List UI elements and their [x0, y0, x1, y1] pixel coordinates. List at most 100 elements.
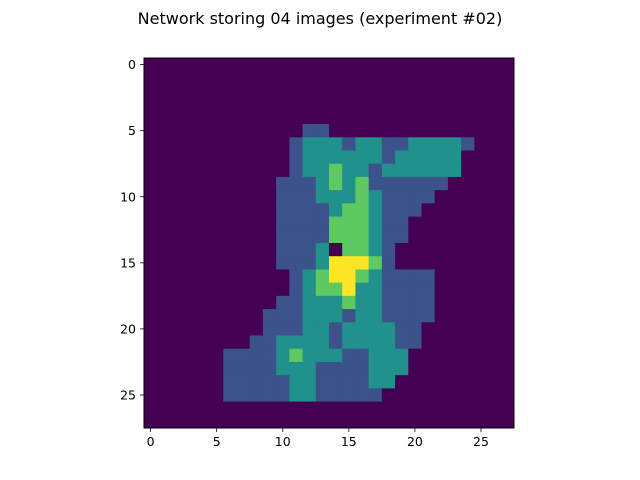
heatmap-cell [315, 176, 330, 191]
heatmap-cell [262, 375, 277, 389]
heatmap-cell [262, 282, 277, 297]
heatmap-cell [249, 295, 264, 310]
heatmap-cell [447, 137, 462, 151]
heatmap-cell [223, 110, 237, 125]
heatmap-cell [170, 295, 185, 310]
heatmap-cell [249, 71, 264, 85]
heatmap-cell [170, 335, 185, 350]
heatmap-cell [329, 256, 343, 270]
heatmap-cell [368, 401, 383, 416]
heatmap-cell [170, 137, 185, 151]
heatmap-cell [474, 124, 488, 138]
heatmap-cell [487, 375, 502, 389]
heatmap-cell [183, 348, 198, 363]
heatmap-cell [302, 229, 317, 244]
heatmap-cell [249, 309, 264, 323]
heatmap-cell [474, 229, 488, 244]
heatmap-cell [329, 137, 343, 151]
heatmap-cell [249, 269, 264, 284]
heatmap-cell [144, 71, 158, 85]
heatmap-cell [289, 58, 303, 72]
heatmap-cell [262, 190, 277, 204]
heatmap-cell [262, 401, 277, 416]
heatmap-cell [355, 71, 370, 85]
y-tick-label: 5 [128, 123, 136, 138]
heatmap-cell [236, 335, 251, 350]
heatmap-cell [210, 163, 224, 178]
heatmap-cell [276, 309, 290, 323]
heatmap-cell [170, 163, 185, 178]
heatmap-cell [170, 71, 185, 85]
heatmap-cell [381, 176, 396, 191]
heatmap-cell [395, 256, 409, 270]
heatmap-cell [500, 163, 515, 178]
heatmap-cell [315, 348, 330, 363]
heatmap-cell [474, 216, 488, 231]
heatmap-cell [474, 71, 488, 85]
heatmap-cell [329, 150, 343, 165]
heatmap-cell [276, 110, 290, 125]
heatmap-cell [329, 58, 343, 72]
heatmap-cell [315, 375, 330, 389]
heatmap-cell [434, 163, 449, 178]
heatmap-cell [315, 124, 330, 138]
heatmap-cell [487, 71, 502, 85]
heatmap-cell [447, 335, 462, 350]
heatmap-cell [276, 190, 290, 204]
heatmap-cell [368, 71, 383, 85]
heatmap-cell [421, 163, 436, 178]
heatmap-cell [196, 110, 211, 125]
heatmap-cell [157, 335, 171, 350]
heatmap-cell [342, 84, 356, 99]
heatmap-cell [329, 84, 343, 99]
heatmap-cell [421, 124, 436, 138]
heatmap-cell [381, 414, 396, 429]
heatmap-cell [262, 71, 277, 85]
heatmap-cell [223, 309, 237, 323]
heatmap-cell [315, 203, 330, 217]
heatmap-cell [381, 256, 396, 270]
heatmap-cell [381, 388, 396, 402]
heatmap-cell [157, 190, 171, 204]
heatmap-cell [381, 137, 396, 151]
heatmap-cell [368, 97, 383, 112]
heatmap-cell [434, 401, 449, 416]
heatmap-cell [500, 256, 515, 270]
heatmap-cells [144, 58, 515, 429]
heatmap-cell [289, 137, 303, 151]
heatmap-cell [289, 176, 303, 191]
heatmap-cell [157, 361, 171, 376]
heatmap-cell [500, 124, 515, 138]
heatmap-cell [395, 58, 409, 72]
heatmap-cell [500, 243, 515, 257]
heatmap-cell [144, 124, 158, 138]
heatmap-cell [461, 361, 475, 376]
heatmap-cell [434, 71, 449, 85]
heatmap-cell [262, 137, 277, 151]
heatmap-cell [329, 203, 343, 217]
heatmap-cell [434, 97, 449, 112]
heatmap-cell [381, 150, 396, 165]
heatmap-cell [170, 58, 185, 72]
heatmap-cell [170, 375, 185, 389]
heatmap-cell [315, 163, 330, 178]
heatmap-cell [329, 309, 343, 323]
heatmap-cell [381, 309, 396, 323]
heatmap-cell [249, 282, 264, 297]
heatmap-cell [249, 137, 264, 151]
heatmap-cell [421, 110, 436, 125]
heatmap-cell [249, 190, 264, 204]
heatmap-cell [329, 269, 343, 284]
heatmap-cell [276, 282, 290, 297]
heatmap-cell [342, 295, 356, 310]
heatmap-cell [368, 243, 383, 257]
heatmap-cell [381, 361, 396, 376]
heatmap-cell [355, 361, 370, 376]
heatmap-cell [170, 124, 185, 138]
heatmap-cell [223, 150, 237, 165]
heatmap-cell [249, 401, 264, 416]
heatmap-cell [183, 58, 198, 72]
y-tick-label: 0 [128, 57, 136, 72]
heatmap-cell [183, 110, 198, 125]
